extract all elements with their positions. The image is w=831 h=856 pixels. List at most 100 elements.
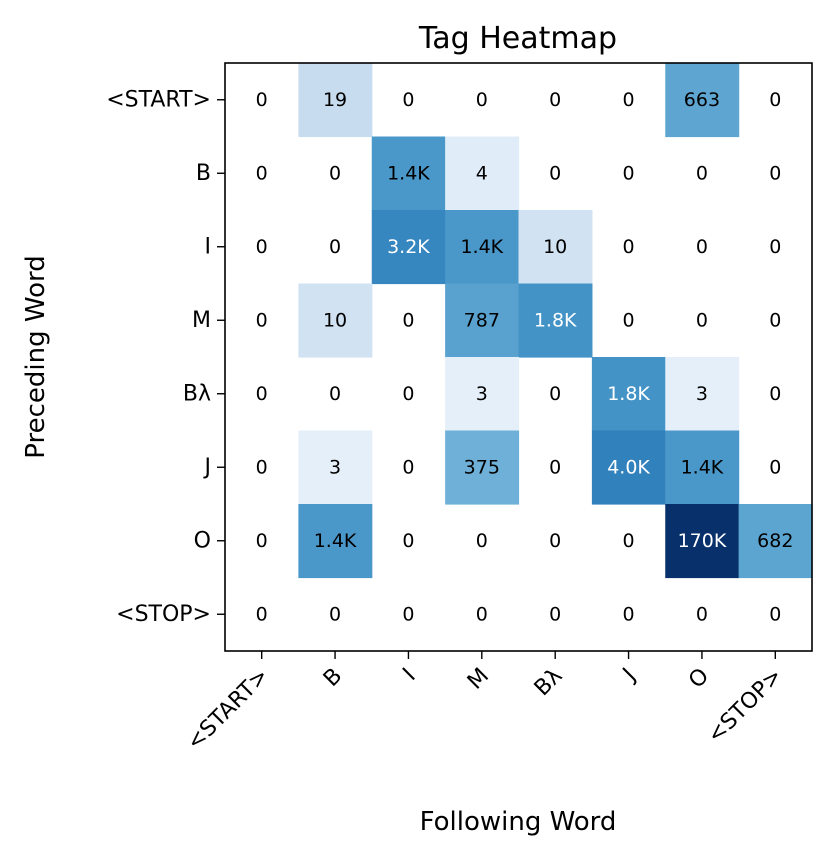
y-tick-label: O [194,528,211,553]
x-axis-label: Following Word [420,807,617,837]
x-tick-label: M [463,664,494,695]
y-axis-ticks: <START> B I M Bλ J O <STOP> [106,87,225,627]
x-tick-label: J [617,664,641,688]
chart-title: Tag Heatmap [418,21,617,56]
heatmap-cell [298,283,373,358]
cell-value-label: 0 [256,456,268,478]
cell-value-label: 0 [402,530,414,552]
cell-value-label: 0 [329,162,341,184]
heatmap-cell [298,430,373,505]
cell-value-label: 0 [476,603,488,625]
cell-value-label: 0 [402,89,414,111]
cell-value-label: 0 [623,236,635,258]
cell-value-label: 0 [476,89,488,111]
cell-value-label: 0 [623,530,635,552]
heatmap-cell [665,357,740,432]
cell-value-label: 4 [476,162,488,184]
cell-value-label: 0 [256,236,268,258]
cell-value-label: 0 [696,162,708,184]
cell-value-label: 0 [696,603,708,625]
y-axis-label: Preceding Word [21,255,51,458]
heatmap-cell [298,63,373,138]
cell-value-label: 0 [769,456,781,478]
x-tick-label: <STOP> [703,664,788,749]
y-tick-label: M [192,308,211,333]
cell-value-label: 0 [402,309,414,331]
cell-value-label: 0 [623,603,635,625]
cell-value-label: 0 [549,383,561,405]
heatmap-cell [591,357,666,432]
cell-value-label: 0 [256,530,268,552]
cell-value-label: 0 [623,162,635,184]
heatmap-cell [445,357,520,432]
cell-value-label: 0 [402,603,414,625]
y-tick-label: <START> [106,87,211,112]
heatmap-cell [371,210,446,285]
cell-value-label: 3.2K [387,236,430,258]
cell-value-label: 0 [476,530,488,552]
heatmap-cell [445,430,520,505]
cell-value-label: 0 [623,309,635,331]
y-tick-label: I [205,234,212,259]
cell-value-label: 0 [549,456,561,478]
cell-value-label: 1.8K [607,383,650,405]
y-tick-label: <STOP> [116,602,211,627]
cell-value-label: 0 [769,162,781,184]
y-tick-label: Bλ [183,381,211,406]
cell-value-label: 3 [476,383,488,405]
cell-value-label: 0 [549,603,561,625]
cell-value-label: 0 [549,530,561,552]
cell-value-label: 0 [549,89,561,111]
x-tick-label: I [398,664,420,686]
cell-value-label: 0 [769,236,781,258]
plot-frame [224,62,813,652]
cell-value-label: 1.8K [534,309,577,331]
cell-value-label: 682 [757,530,793,552]
cell-value-label: 10 [543,236,567,258]
cell-value-label: 0 [329,236,341,258]
cell-value-label: 0 [256,603,268,625]
heatmap-cell [298,504,373,579]
heatmap-cells [298,63,813,579]
cell-value-label: 0 [256,383,268,405]
heatmap-cell [371,136,446,211]
cell-value-label: 0 [769,383,781,405]
x-tick-label: <START> [182,664,274,756]
heatmap-cell-labels: 0 19 0 0 0 0 663 0 0 0 1.4K 4 0 0 0 0 0 0 3.2K 1.4K 10 0 0 0 0 10… [256,89,794,626]
cell-value-label: 0 [256,89,268,111]
cell-value-label: 3 [329,456,341,478]
cell-value-label: 663 [684,89,720,111]
cell-value-label: 0 [769,309,781,331]
heatmap-cell [518,210,593,285]
cell-value-label: 10 [323,309,347,331]
heatmap-cell [738,504,813,579]
cell-value-label: 0 [256,309,268,331]
x-tick-label: O [684,664,714,694]
cell-value-label: 1.4K [387,162,430,184]
heatmap-cell [445,210,520,285]
cell-value-label: 0 [769,603,781,625]
cell-value-label: 0 [256,162,268,184]
cell-value-label: 3 [696,383,708,405]
heatmap-cell [518,283,593,358]
cell-value-label: 0 [623,89,635,111]
heatmap-cell [665,430,740,505]
cell-value-label: 375 [464,456,500,478]
heatmap-cell [665,504,740,579]
heatmap-cell [591,430,666,505]
y-tick-label: J [203,455,212,480]
cell-value-label: 0 [402,383,414,405]
cell-value-label: 0 [696,236,708,258]
x-tick-label: B [319,664,347,692]
cell-value-label: 0 [769,89,781,111]
y-tick-label: B [196,161,211,186]
cell-value-label: 0 [329,603,341,625]
cell-value-label: 1.4K [314,530,357,552]
cell-value-label: 4.0K [607,456,650,478]
cell-value-label: 787 [464,309,500,331]
cell-value-label: 0 [329,383,341,405]
heatmap-cell [445,136,520,211]
cell-value-label: 1.4K [681,456,724,478]
cell-value-label: 0 [402,456,414,478]
